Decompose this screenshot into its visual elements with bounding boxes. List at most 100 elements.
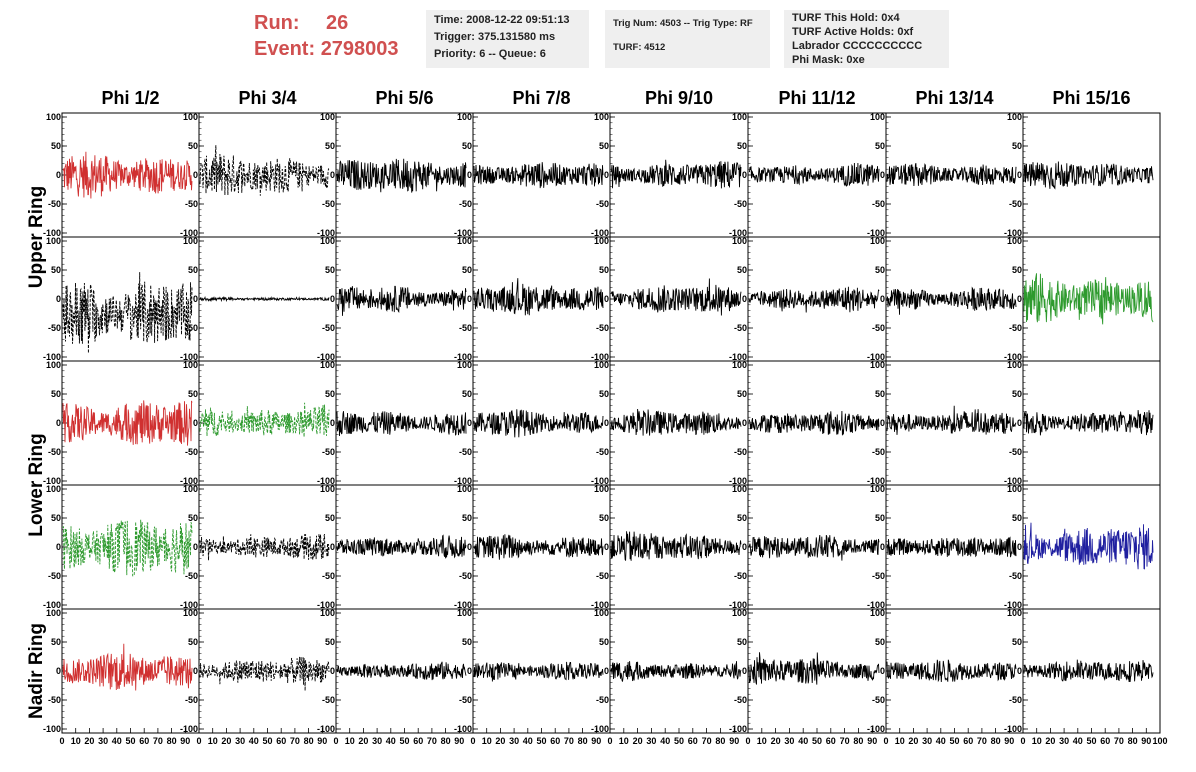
y-tick-label: -100 — [317, 352, 335, 362]
y-tick-label: -50 — [734, 447, 747, 457]
y-tick-label: 100 — [320, 608, 335, 618]
x-tick-label: 10 — [345, 736, 355, 746]
y-tick-label: -100 — [43, 600, 61, 610]
y-tick-label: -100 — [867, 352, 885, 362]
y-tick-label: -100 — [729, 476, 747, 486]
x-tick-label: 80 — [991, 736, 1001, 746]
y-tick-label: 50 — [875, 389, 885, 399]
phi-mask-text: Phi Mask: 0xe — [792, 54, 865, 66]
y-tick-label: 0 — [604, 294, 609, 304]
x-tick-label: 20 — [1045, 736, 1055, 746]
y-tick-label: -50 — [185, 695, 198, 705]
y-tick-label: 100 — [457, 112, 472, 122]
y-tick-label: 100 — [732, 484, 747, 494]
y-tick-label: 50 — [325, 513, 335, 523]
y-tick-label: -100 — [454, 600, 472, 610]
y-tick-label: -100 — [729, 228, 747, 238]
run-value: 26 — [326, 12, 349, 34]
panel-r4-c1 — [61, 484, 200, 610]
x-tick-label: 0 — [59, 736, 64, 746]
waveform-trace — [473, 409, 604, 438]
y-tick-label: 0 — [1017, 542, 1022, 552]
x-tick-label: 10 — [71, 736, 81, 746]
y-tick-label: 50 — [462, 141, 472, 151]
y-tick-label: 0 — [604, 666, 609, 676]
x-tick-label: 10 — [208, 736, 218, 746]
y-tick-label: 50 — [51, 141, 61, 151]
priority-text: Priority: 6 -- Queue: 6 — [434, 48, 546, 60]
y-tick-label: 0 — [1017, 666, 1022, 676]
x-tick-label: 20 — [771, 736, 781, 746]
x-tick-label: 40 — [386, 736, 396, 746]
panel-r2-c2 — [198, 236, 337, 362]
turf-text: TURF: 4512 — [613, 42, 666, 53]
panel-r4-c4 — [472, 484, 611, 610]
y-tick-label: 50 — [51, 389, 61, 399]
y-tick-label: 100 — [183, 484, 198, 494]
y-tick-label: -100 — [591, 724, 609, 734]
column-header-4: Phi 7/8 — [512, 88, 570, 108]
y-tick-label: 50 — [1012, 265, 1022, 275]
y-tick-label: -100 — [454, 352, 472, 362]
waveform-trace — [336, 661, 467, 681]
waveform-trace — [336, 285, 467, 316]
panel-r2-c6 — [747, 236, 887, 362]
panel-r1-c4 — [472, 112, 611, 238]
y-tick-label: 0 — [330, 294, 335, 304]
event-row: Event: 2798003 — [254, 36, 399, 62]
y-tick-label: 50 — [875, 513, 885, 523]
trigger-info-panel: Trig Num: 4503 -- Trig Type: RF TURF: 45… — [605, 10, 770, 68]
y-tick-label: 100 — [594, 112, 609, 122]
y-tick-label: 0 — [56, 542, 61, 552]
x-tick-label: 40 — [1073, 736, 1083, 746]
x-tick-label: 40 — [523, 736, 533, 746]
y-tick-label: 100 — [1007, 112, 1022, 122]
panel-r5-c2 — [198, 608, 337, 734]
panel-r5-c8 — [1022, 608, 1161, 734]
y-tick-label: -100 — [317, 600, 335, 610]
y-tick-label: -100 — [180, 228, 198, 238]
y-tick-label: 100 — [870, 484, 885, 494]
x-tick-label: 50 — [125, 736, 135, 746]
y-tick-label: 0 — [330, 170, 335, 180]
y-tick-label: 50 — [1012, 141, 1022, 151]
panel-r1-c1 — [61, 112, 200, 238]
panel-r1-c3 — [335, 112, 474, 238]
y-tick-label: 0 — [604, 418, 609, 428]
waveform-trace — [199, 402, 330, 438]
y-tick-label: -50 — [1009, 571, 1022, 581]
y-tick-label: 100 — [46, 360, 61, 370]
y-tick-label: -100 — [43, 476, 61, 486]
y-tick-label: 0 — [880, 170, 885, 180]
y-tick-label: 0 — [742, 666, 747, 676]
panel-r3-c6 — [747, 360, 887, 486]
x-tick-label: 60 — [826, 736, 836, 746]
y-tick-label: 50 — [737, 141, 747, 151]
y-tick-label: 50 — [188, 141, 198, 151]
y-tick-label: -50 — [48, 199, 61, 209]
panel-r4-c6 — [747, 484, 887, 610]
waveform-trace — [610, 661, 742, 682]
x-tick-label: 70 — [290, 736, 300, 746]
y-tick-label: -50 — [322, 323, 335, 333]
y-tick-label: 0 — [193, 294, 198, 304]
y-tick-label: 100 — [320, 360, 335, 370]
x-tick-label: 10 — [1032, 736, 1042, 746]
waveform-trace — [1023, 273, 1154, 325]
y-tick-label: 100 — [870, 608, 885, 618]
waveform-trace — [1023, 410, 1154, 436]
y-tick-label: 50 — [599, 637, 609, 647]
y-tick-label: 50 — [599, 513, 609, 523]
x-tick-label: 50 — [949, 736, 959, 746]
y-tick-label: -100 — [867, 228, 885, 238]
x-tick-label: 60 — [963, 736, 973, 746]
y-tick-label: 100 — [732, 236, 747, 246]
y-tick-label: -100 — [43, 228, 61, 238]
y-tick-label: -50 — [596, 447, 609, 457]
y-tick-label: 100 — [183, 112, 198, 122]
x-tick-label: 30 — [235, 736, 245, 746]
y-tick-label: 100 — [457, 360, 472, 370]
x-tick-label: 30 — [784, 736, 794, 746]
x-tick-label: 90 — [591, 736, 601, 746]
y-tick-label: 100 — [1007, 360, 1022, 370]
